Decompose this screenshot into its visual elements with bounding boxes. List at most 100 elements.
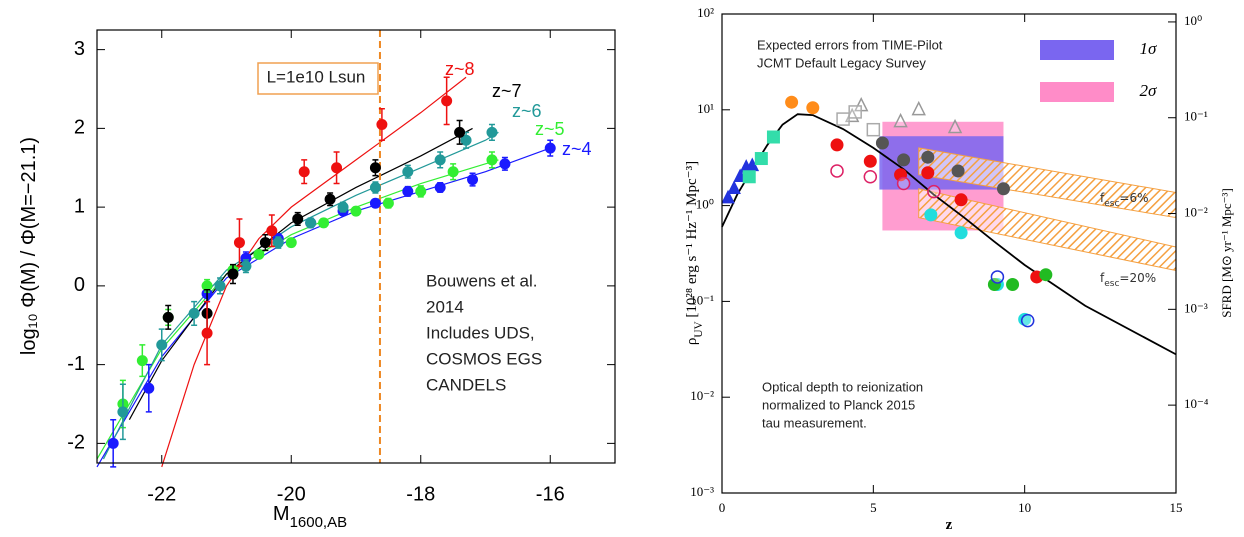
band-label-part: =6% (1119, 191, 1148, 205)
data-point (369, 162, 381, 174)
annotation: Expected errors from TIME-Pilot (757, 37, 943, 52)
plot-frame (96, 29, 616, 464)
data-point (863, 154, 877, 168)
data-point (324, 193, 336, 205)
data-point (162, 311, 174, 323)
data-point (544, 142, 556, 154)
data-point (896, 176, 911, 191)
band-label-part: esc (1104, 279, 1119, 289)
data-point (227, 268, 239, 280)
data-point (897, 153, 911, 167)
annotation: CANDELS (426, 375, 506, 394)
data-point (454, 126, 466, 138)
data-point (298, 166, 310, 178)
data-point (921, 166, 935, 180)
data-point (893, 112, 908, 128)
data-point (954, 193, 968, 207)
annotation: Optical depth to reionization (762, 379, 923, 394)
y-tick-label: 10⁻³ (690, 484, 714, 499)
y-tick-label: 10⁻² (690, 388, 714, 403)
legend-label: 1σ (1140, 39, 1158, 58)
y-tick-label: 10¹ (697, 101, 714, 116)
band-label: fesc=6% (1100, 191, 1149, 209)
data-point (830, 164, 844, 178)
data-point (117, 406, 129, 418)
data-point (337, 201, 349, 213)
annotation: tau measurement. (762, 415, 867, 430)
band-label-part: f (1100, 271, 1105, 285)
y-tick-label: 10⁰ (696, 197, 714, 212)
data-point (727, 180, 741, 195)
series-label: z~6 (512, 101, 542, 121)
y-tick-label: 0 (74, 274, 85, 296)
data-point (369, 181, 381, 193)
x-tick-label: 0 (719, 500, 726, 515)
y-tick-label: 10⁻¹ (690, 292, 714, 307)
x-axis-label: M1600,AB (273, 503, 347, 531)
data-point (499, 158, 511, 170)
fit-line (102, 131, 499, 460)
y-tick-label: 3 (74, 38, 85, 60)
data-point (863, 170, 878, 184)
plot-frame (721, 13, 1177, 494)
band-label: fesc=20% (1100, 271, 1156, 289)
y2-axis-label-part: SFRD [M⊙ yr⁻¹ Mpc⁻³] (1219, 188, 1234, 318)
data-point (990, 270, 1005, 284)
data-point (830, 138, 844, 152)
data-point (136, 355, 148, 367)
x-axis-label-part: M (273, 503, 290, 525)
band-label-part: =20% (1119, 271, 1156, 285)
data-point (447, 166, 459, 178)
data-point (214, 280, 226, 292)
data-point (266, 225, 278, 237)
series-label: z~4 (562, 139, 592, 159)
data-point (754, 152, 768, 166)
annotation-box (257, 62, 379, 95)
data-point (292, 213, 304, 225)
series-label: z~8 (445, 59, 475, 79)
y-tick-label: 1 (74, 195, 85, 217)
data-point (1039, 268, 1053, 282)
band-label-part: f (1100, 191, 1105, 205)
fit-line (161, 76, 467, 468)
legend-swatch (1040, 82, 1114, 102)
y-axis-label: ρUV [10²⁸ erg s⁻¹ Hz⁻¹ Mpc⁻³] (684, 161, 704, 345)
data-point (467, 174, 479, 186)
y-tick-label: 10² (697, 5, 714, 20)
y-axis-label-part: log₁₀ Φ(M) / Φ(M=−21.1) (18, 137, 40, 355)
data-point (434, 154, 446, 166)
y-axis-label-part: UV (693, 321, 705, 337)
data-point (785, 95, 799, 109)
x-tick-label: 15 (1170, 500, 1183, 515)
annotation: COSMOS EGS (426, 349, 542, 368)
data-point (350, 205, 362, 217)
series-label: z~5 (535, 119, 565, 139)
x-tick-label: -22 (147, 483, 176, 505)
data-point (951, 164, 965, 178)
data-point (382, 197, 394, 209)
data-point (369, 197, 381, 209)
y2-tick-label: 10⁻⁴ (1184, 396, 1209, 411)
x-tick-label: -20 (277, 483, 306, 505)
data-point (201, 327, 213, 339)
data-point (233, 237, 245, 249)
data-point (107, 437, 119, 449)
data-point (156, 339, 168, 351)
data-point (921, 150, 935, 164)
data-point (318, 217, 330, 229)
data-point (1020, 313, 1035, 328)
data-point (486, 154, 498, 166)
data-point (911, 100, 926, 116)
data-point (806, 101, 820, 115)
data-point (766, 130, 780, 144)
data-point (1006, 278, 1020, 292)
data-point (848, 105, 862, 119)
y-axis-label: log₁₀ Φ(M) / Φ(M=−21.1) (18, 137, 40, 355)
data-point (434, 181, 446, 193)
annotation: Includes UDS, (426, 323, 535, 342)
data-point (402, 166, 414, 178)
legend-swatch (1040, 40, 1114, 60)
data-point (947, 118, 963, 134)
